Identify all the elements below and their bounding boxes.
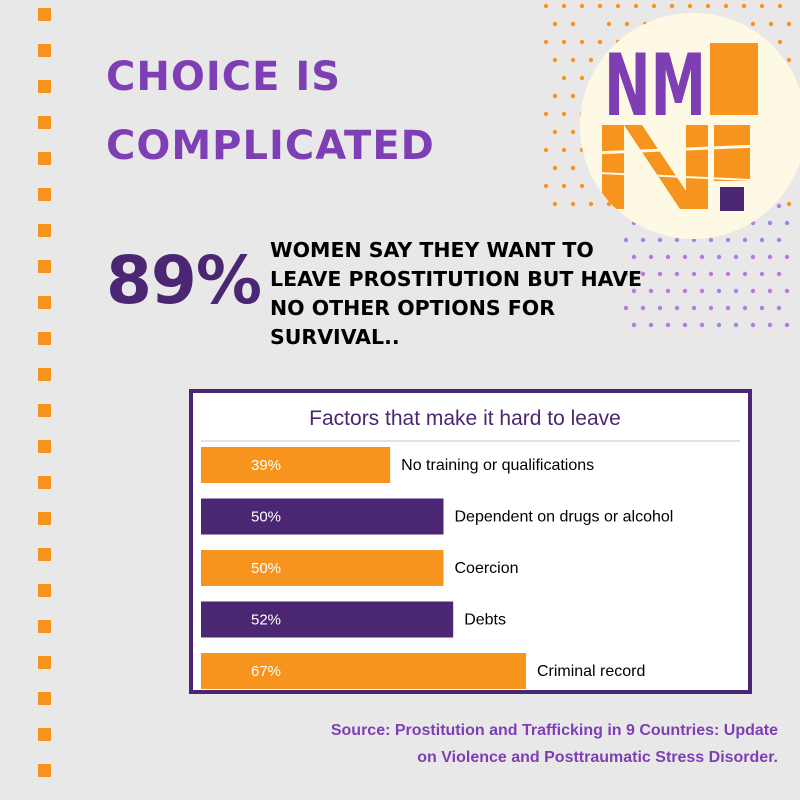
- bar-chart: Factors that make it hard to leave 39% No…: [193, 393, 748, 690]
- bar-5: [201, 653, 526, 689]
- source-line-1: Source: Prostitution and Trafficking in …: [331, 717, 778, 744]
- bar-2: [201, 499, 444, 535]
- dash-mark: [38, 296, 51, 309]
- headline-line-1: Choice is: [106, 57, 341, 97]
- dash-mark: [38, 224, 51, 237]
- bar-3: [201, 550, 444, 586]
- dash-mark: [38, 728, 51, 741]
- bar-value-label: 50%: [251, 509, 281, 526]
- bar-4: [201, 602, 453, 638]
- logo: NM: [580, 13, 800, 239]
- chart-panel: Factors that make it hard to leave 39% No…: [189, 389, 752, 694]
- dash-mark: [38, 260, 51, 273]
- dash-mark: [38, 656, 51, 669]
- dash-mark: [38, 512, 51, 525]
- dash-mark: [38, 584, 51, 597]
- bar-value-label: 52%: [251, 612, 281, 629]
- bar-value-label: 39%: [251, 457, 281, 474]
- dash-mark: [38, 692, 51, 705]
- dash-mark: [38, 548, 51, 561]
- source-citation: Source: Prostitution and Trafficking in …: [331, 717, 778, 771]
- dash-mark: [38, 440, 51, 453]
- stat-percentage: 89%: [106, 248, 261, 314]
- dash-mark: [38, 764, 51, 777]
- dash-mark: [38, 332, 51, 345]
- dash-mark: [38, 116, 51, 129]
- bar-value-label: 67%: [251, 663, 281, 680]
- headline-line-2: complicated: [106, 126, 435, 166]
- dash-mark: [38, 152, 51, 165]
- dash-mark: [38, 80, 51, 93]
- logo-mark: NM: [580, 13, 800, 239]
- chart-title: Factors that make it hard to leave: [309, 407, 621, 430]
- dash-mark: [38, 404, 51, 417]
- bar-category-label: Dependent on drugs or alcohol: [455, 509, 674, 526]
- stat-description: WOMEN SAY THEY WANT TO LEAVE PROSTITUTIO…: [270, 236, 670, 352]
- logo-letters-nm: NM: [604, 36, 706, 136]
- dash-mark: [38, 188, 51, 201]
- dash-mark: [38, 8, 51, 21]
- bar-category-label: Criminal record: [537, 663, 645, 680]
- dash-mark: [38, 620, 51, 633]
- source-line-2: on Violence and Posttraumatic Stress Dis…: [331, 744, 778, 771]
- dash-mark: [38, 368, 51, 381]
- dash-mark: [38, 476, 51, 489]
- bar-category-label: No training or qualifications: [401, 457, 594, 474]
- bar-value-label: 50%: [251, 560, 281, 577]
- decorative-dash-strip: [38, 0, 52, 800]
- bar-1: [201, 447, 390, 483]
- bar-category-label: Debts: [464, 612, 506, 629]
- dash-mark: [38, 44, 51, 57]
- bar-category-label: Coercion: [455, 560, 519, 577]
